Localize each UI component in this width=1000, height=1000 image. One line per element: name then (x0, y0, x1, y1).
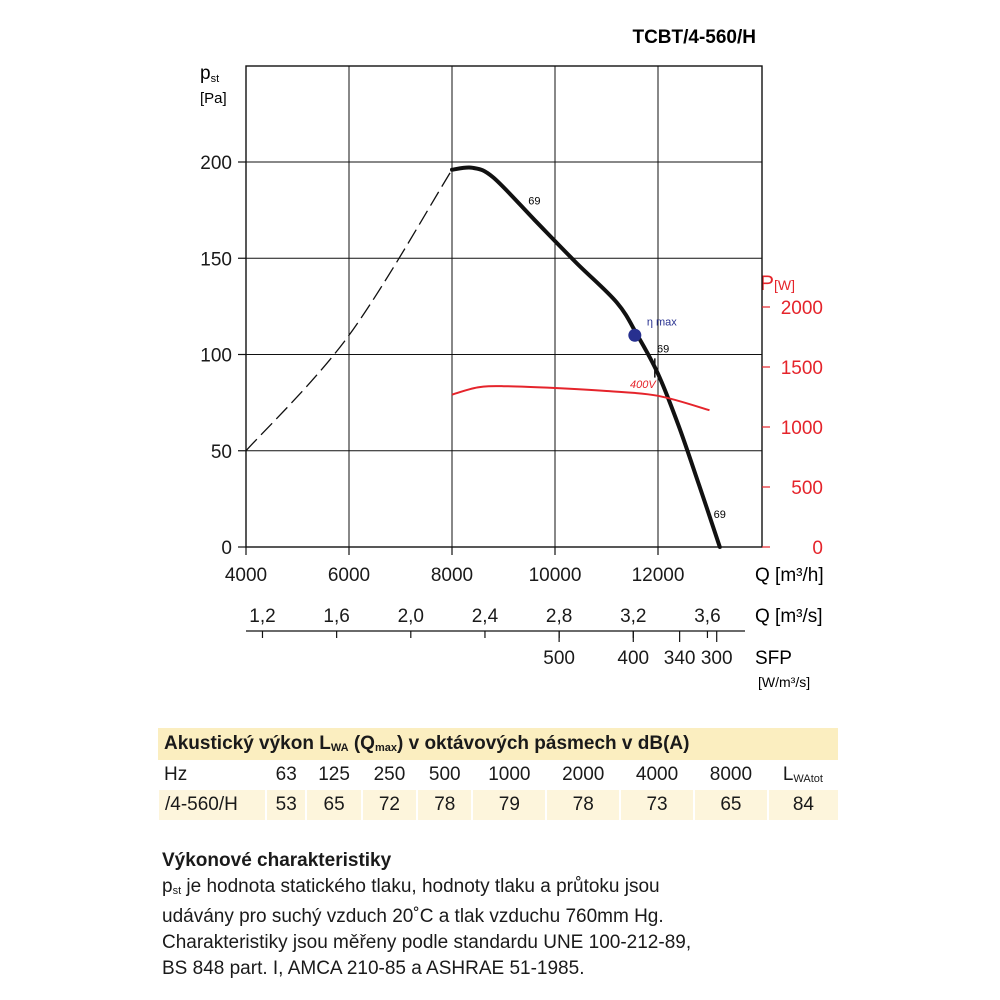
sfp-tick-label: 400 (617, 648, 649, 669)
grid (246, 66, 762, 547)
acoustic-hz-row: Hz 63 125 250 500 1000 2000 4000 8000 LWAtot (158, 760, 838, 790)
y-right-tick-label: 1000 (781, 418, 823, 439)
curve-label: 69 (714, 509, 726, 521)
acoustic-value: 79 (471, 790, 547, 820)
y-tick-label: 50 (211, 442, 232, 463)
acoustic-value: 78 (545, 790, 621, 820)
x-axis-label: Q [m³/h] (755, 565, 824, 586)
y-right-tick-label: 0 (812, 538, 823, 559)
series-layer: 400V (245, 165, 722, 549)
plot-frame (245, 65, 763, 548)
hz-band: 500 (417, 760, 473, 790)
acoustic-title-row: Akustický výkon LWA (Qmax) v oktávových … (158, 728, 838, 760)
row-label: /4-560/H (157, 790, 266, 820)
hz-band: 250 (361, 760, 418, 790)
x-tick-label: 4000 (225, 565, 267, 586)
y-right-tick-label: 500 (791, 478, 823, 499)
hz-band: 2000 (546, 760, 621, 790)
x-ticks: 4000 6000 8000 10000 12000 (225, 547, 685, 586)
x-tick-label: 6000 (328, 565, 370, 586)
y-tick-label: 100 (200, 346, 232, 367)
x-secondary-tick-label: 2,8 (546, 606, 572, 627)
series-pressure-stall (245, 169, 453, 452)
curve-labels: 69 69 69 η max (528, 195, 726, 521)
hz-label: Hz (158, 760, 266, 790)
acoustic-value: 84 (766, 790, 838, 820)
description-line-4: BS 848 part. I, AMCA 210-85 a ASHRAE 51-… (162, 958, 585, 979)
curve-label: 69 (528, 195, 540, 207)
sfp-axis-label: SFP (755, 648, 792, 669)
y-tick-label: 200 (200, 153, 232, 174)
x-ticks-secondary: 1,2 1,6 2,0 2,4 2,8 3,2 3,6 (249, 606, 721, 638)
acoustic-value: 53 (264, 790, 307, 820)
acoustic-table: Akustický výkon LWA (Qmax) v oktávových … (157, 728, 838, 820)
curve-label: 69 (657, 344, 669, 356)
x-axis-secondary-label: Q [m³/s] (755, 606, 823, 627)
y-right-tick-label: 1500 (781, 358, 823, 379)
sfp-tick-label: 500 (543, 648, 575, 669)
x-secondary-tick-label: 1,6 (323, 606, 349, 627)
description-title: Výkonové charakteristiky (162, 850, 392, 871)
y-ticks: 0 50 100 150 200 (200, 153, 246, 559)
hz-band: 8000 (693, 760, 768, 790)
x-secondary-tick-label: 1,2 (249, 606, 275, 627)
hz-band: 1000 (472, 760, 547, 790)
x-secondary-tick-label: 3,2 (620, 606, 646, 627)
x-secondary-tick-label: 2,4 (472, 606, 499, 627)
series-power (451, 385, 710, 412)
y-axis-label: pst (200, 63, 219, 85)
y-tick-label: 0 (221, 538, 232, 559)
eta-max-label: η max (647, 316, 677, 328)
sfp-ticks: 500 400 340 300 (543, 631, 733, 669)
performance-chart: TCBT/4-560/H pst [Pa] P[W] 050100150200 … (200, 27, 824, 690)
series-pressure (450, 165, 722, 549)
x-secondary-tick-label: 2,0 (398, 606, 424, 627)
x-tick-label: 12000 (632, 565, 685, 586)
sfp-axis-unit: [W/m³/s] (758, 674, 810, 690)
acoustic-value-row: /4-560/H 53 65 72 78 79 78 73 65 84 (157, 790, 838, 820)
description: Výkonové charakteristiky pst je hodnota … (162, 848, 842, 982)
description-line-3: Charakteristiky jsou měřeny podle standa… (162, 932, 692, 953)
y-ticks-right: 0 500 1000 1500 2000 (762, 298, 823, 559)
description-line-2: udávány pro suchý vzduch 20˚C a tlak vzd… (162, 906, 664, 927)
y-axis-right-label: P[W] (760, 272, 795, 295)
y-tick-label: 150 (200, 249, 232, 270)
acoustic-value: 65 (692, 790, 768, 820)
y-right-tick-label: 2000 (781, 298, 823, 319)
sfp-tick-label: 300 (701, 648, 733, 669)
x-secondary-tick-label: 3,6 (694, 606, 720, 627)
model-title: TCBT/4-560/H (632, 27, 756, 48)
acoustic-value: 72 (360, 790, 418, 820)
series-label-power: 400V (630, 379, 657, 391)
total-label: LWAtot (767, 760, 838, 790)
x-tick-label: 8000 (431, 565, 473, 586)
hz-band: 125 (306, 760, 362, 790)
description-line-1: pst je hodnota statického tlaku, hodnoty… (162, 876, 660, 897)
acoustic-value: 73 (619, 790, 694, 820)
acoustic-title: Akustický výkon LWA (Qmax) v oktávových … (158, 728, 838, 760)
sfp-tick-label: 340 (664, 648, 696, 669)
y-axis-unit: [Pa] (200, 90, 227, 107)
x-tick-label: 10000 (529, 565, 582, 586)
hz-band: 63 (266, 760, 307, 790)
eta-max-point (628, 328, 642, 342)
hz-band: 4000 (620, 760, 694, 790)
acoustic-value: 65 (305, 790, 362, 820)
acoustic-value: 78 (416, 790, 473, 820)
